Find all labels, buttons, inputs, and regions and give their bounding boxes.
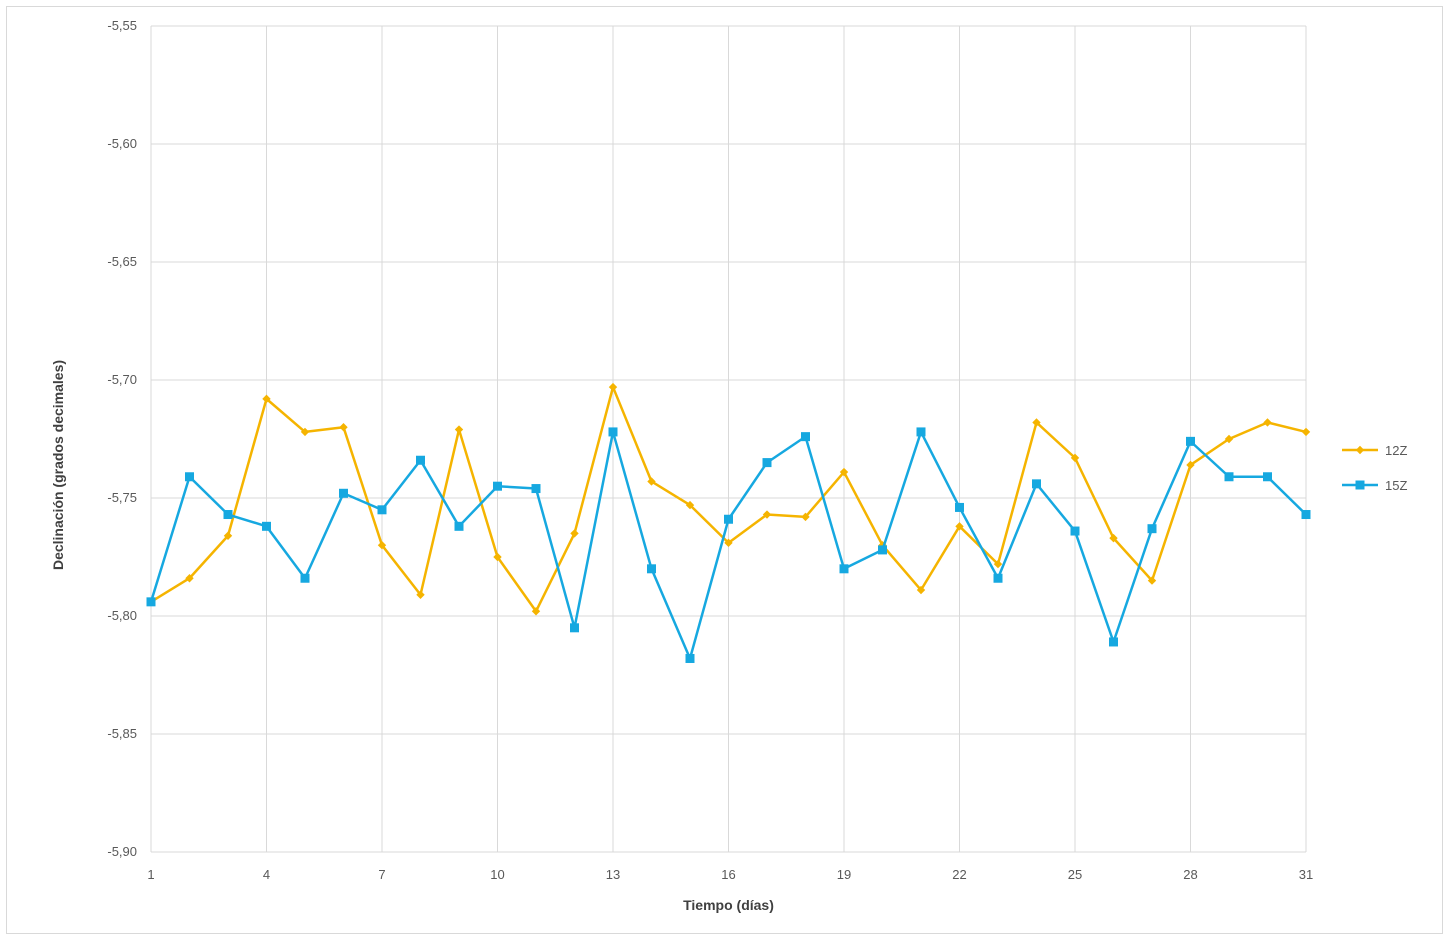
x-tick-label: 22: [952, 867, 966, 882]
y-tick-label: -5,65: [107, 254, 137, 269]
data-point: [993, 559, 1003, 569]
data-point: [1147, 576, 1157, 585]
data-point: [416, 455, 425, 465]
data-point: [339, 488, 348, 498]
data-point: [608, 427, 618, 437]
data-point: [570, 529, 579, 538]
data-point: [493, 481, 502, 491]
x-tick-label: 13: [606, 867, 620, 882]
data-point: [300, 427, 310, 437]
legend-marker: [1355, 480, 1365, 490]
data-point: [1032, 479, 1041, 489]
y-tick-label: -5,55: [107, 18, 137, 33]
y-tick-label: -5,90: [107, 844, 137, 859]
data-point: [1109, 637, 1118, 647]
series-group: [146, 382, 1311, 663]
legend-item: 12Z: [1342, 443, 1407, 458]
data-point: [262, 394, 271, 404]
data-point: [377, 541, 387, 550]
data-point: [377, 505, 387, 515]
x-tick-label: 10: [490, 867, 504, 882]
data-point: [955, 502, 964, 512]
data-point: [801, 512, 810, 522]
data-point: [916, 585, 926, 595]
data-point: [762, 458, 772, 468]
x-tick-label: 7: [378, 867, 385, 882]
data-point: [916, 427, 926, 437]
data-point: [647, 477, 656, 486]
data-point: [608, 382, 618, 392]
data-point: [724, 514, 733, 524]
data-point: [839, 467, 849, 477]
legend-item: 15Z: [1342, 478, 1407, 493]
data-point: [1224, 434, 1234, 444]
data-point: [955, 522, 964, 531]
data-point: [1186, 436, 1195, 446]
data-point: [570, 623, 579, 633]
data-point: [724, 538, 733, 548]
data-point: [1070, 526, 1080, 536]
data-point: [416, 590, 425, 599]
x-tick-label: 28: [1183, 867, 1197, 882]
gridlines: [150, 25, 1307, 853]
data-point: [1186, 460, 1195, 470]
data-point: [223, 531, 233, 540]
y-tick-label: -5,85: [107, 726, 137, 741]
legend: 12Z 15Z: [1342, 443, 1407, 493]
data-point: [839, 564, 849, 574]
x-tick-label: 16: [721, 867, 735, 882]
y-axis-title: Declinación (grados decimales): [50, 360, 66, 570]
data-point: [1032, 418, 1041, 427]
x-tick-label: 4: [263, 867, 270, 882]
data-point: [1263, 472, 1272, 482]
data-point: [531, 607, 541, 616]
data-point: [1070, 453, 1080, 463]
data-point: [339, 423, 348, 432]
y-tick-label: -5,60: [107, 136, 137, 151]
data-point: [223, 510, 233, 520]
data-point: [146, 597, 156, 607]
y-tick-label: -5,75: [107, 490, 137, 505]
data-point: [185, 472, 194, 482]
y-tick-label: -5,70: [107, 372, 137, 387]
x-axis-ticks: 1 4 7 10 13 16 19 22 25 28 31: [147, 867, 1313, 882]
data-point: [1301, 510, 1311, 520]
data-point: [531, 484, 541, 494]
x-tick-label: 19: [837, 867, 851, 882]
data-point: [300, 573, 310, 583]
data-point: [185, 574, 194, 583]
data-point: [1109, 533, 1118, 543]
y-tick-label: -5,80: [107, 608, 137, 623]
y-axis-ticks: -5,90 -5,85 -5,80 -5,75 -5,70 -5,65 -5,60 -5,55: [107, 18, 137, 859]
data-point: [762, 510, 772, 519]
x-axis-title: Tiempo (días): [683, 897, 774, 913]
legend-marker: [1355, 445, 1365, 455]
series-15z: [146, 427, 1311, 663]
x-tick-label: 31: [1299, 867, 1313, 882]
data-point: [1301, 427, 1311, 437]
data-point: [493, 552, 502, 562]
data-point: [1263, 418, 1272, 427]
data-point: [262, 521, 271, 531]
data-point: [454, 521, 464, 531]
legend-label: 15Z: [1385, 478, 1407, 493]
data-point: [1224, 472, 1234, 482]
data-point: [454, 425, 464, 434]
x-tick-label: 1: [147, 867, 154, 882]
data-point: [1147, 524, 1157, 534]
data-point: [685, 500, 695, 510]
x-tick-label: 25: [1068, 867, 1082, 882]
data-point: [993, 573, 1003, 583]
data-point: [878, 545, 887, 555]
data-point: [801, 432, 810, 442]
data-point: [685, 653, 695, 663]
data-point: [647, 564, 656, 574]
legend-label: 12Z: [1385, 443, 1407, 458]
